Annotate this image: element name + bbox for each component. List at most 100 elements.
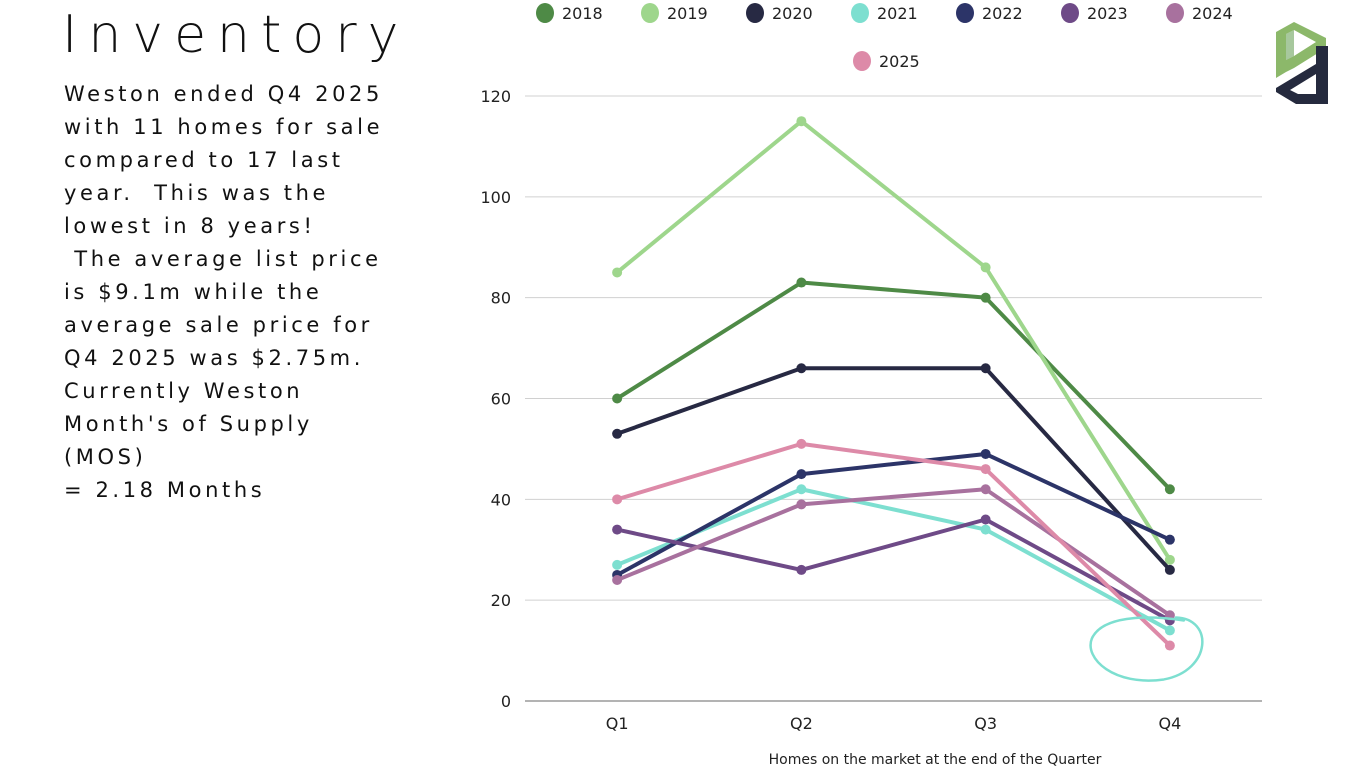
summary-line: year. This was the xyxy=(64,181,330,205)
legend-swatch xyxy=(641,3,659,23)
legend-item-2025[interactable]: 2025 xyxy=(853,51,920,71)
data-point xyxy=(612,494,623,505)
annotations xyxy=(1089,616,1204,682)
data-point xyxy=(980,363,991,374)
legend-label: 2019 xyxy=(667,4,708,23)
legend-item-2022[interactable]: 2022 xyxy=(956,3,1023,23)
legend-swatch xyxy=(851,3,869,23)
legend-item-2023[interactable]: 2023 xyxy=(1061,3,1128,23)
data-point xyxy=(612,267,623,278)
series-line xyxy=(615,280,1172,492)
data-point xyxy=(612,393,623,404)
legend-label: 2018 xyxy=(562,4,603,23)
data-point xyxy=(612,559,623,570)
legend-label: 2024 xyxy=(1192,4,1233,23)
series-line xyxy=(615,451,1172,577)
series-2019 xyxy=(612,116,1175,565)
summary-line: with 11 homes for sale xyxy=(64,115,384,139)
legend-item-2020[interactable]: 2020 xyxy=(746,3,813,23)
series-line xyxy=(615,487,1172,633)
legend-label: 2022 xyxy=(982,4,1023,23)
legend-item-2024[interactable]: 2024 xyxy=(1166,3,1233,23)
series-2025 xyxy=(612,438,1175,651)
legend-item-2018[interactable]: 2018 xyxy=(536,3,603,23)
data-point xyxy=(612,428,623,439)
x-tick-label: Q1 xyxy=(606,714,629,733)
legend-swatch xyxy=(1061,3,1079,23)
inventory-summary: Weston ended Q4 2025 with 11 homes for sa… xyxy=(64,78,434,507)
page-title: Inventory xyxy=(62,5,410,65)
data-point xyxy=(1164,640,1175,651)
legend-label: 2021 xyxy=(877,4,918,23)
data-point xyxy=(980,448,991,459)
summary-line: Q4 2025 was $2.75m. xyxy=(64,346,364,370)
legend-swatch xyxy=(1166,3,1184,23)
series-2022 xyxy=(612,448,1175,580)
highlight-ellipse xyxy=(1089,616,1204,682)
summary-line: Currently Weston xyxy=(64,379,304,403)
summary-line: The average list price xyxy=(64,247,382,271)
series-line xyxy=(615,487,1172,618)
data-point xyxy=(796,116,807,127)
y-tick-label: 100 xyxy=(480,188,511,207)
data-point xyxy=(796,277,807,288)
data-point xyxy=(980,262,991,273)
legend-swatch xyxy=(746,3,764,23)
y-tick-label: 40 xyxy=(491,490,511,509)
legend: 2018 2019 2020 2021 2022 2023 2024 2025 xyxy=(536,3,1233,71)
data-point xyxy=(1164,625,1175,636)
legend-swatch xyxy=(956,3,974,23)
series-line xyxy=(615,119,1172,562)
data-point xyxy=(980,524,991,535)
y-tick-label: 120 xyxy=(480,87,511,106)
y-tick-label: 60 xyxy=(491,390,511,409)
data-point xyxy=(796,438,807,449)
series-line xyxy=(615,366,1172,572)
summary-line: is $9.1m while the xyxy=(64,280,323,304)
x-axis-title: Homes on the market at the end of the Qu… xyxy=(769,752,1102,768)
legend-swatch xyxy=(536,3,554,23)
data-point xyxy=(612,575,623,585)
y-tick-label: 80 xyxy=(491,289,511,308)
summary-line: average sale price for xyxy=(64,313,373,337)
summary-line: Month's of Supply xyxy=(64,412,313,436)
legend-swatch xyxy=(853,51,871,71)
legend-label: 2025 xyxy=(879,52,920,71)
data-point xyxy=(796,469,807,480)
data-point xyxy=(1164,534,1175,545)
y-axis-ticks: 0 20 40 60 80 100 120 xyxy=(480,87,511,711)
series-line xyxy=(615,517,1172,623)
x-tick-label: Q2 xyxy=(790,714,813,733)
x-tick-label: Q4 xyxy=(1158,714,1181,733)
series-2018 xyxy=(612,277,1175,495)
x-axis-ticks: Q1 Q2 Q3 Q4 xyxy=(606,714,1182,733)
series-2020 xyxy=(612,363,1175,575)
legend-label: 2023 xyxy=(1087,4,1128,23)
data-point xyxy=(980,484,991,495)
data-point xyxy=(796,484,807,495)
data-point xyxy=(1164,564,1175,575)
series-2021 xyxy=(612,484,1175,636)
summary-line: compared to 17 last xyxy=(64,148,344,172)
summary-line: (MOS) xyxy=(64,445,147,469)
legend-item-2021[interactable]: 2021 xyxy=(851,3,918,23)
summary-line: Weston ended Q4 2025 xyxy=(64,82,383,106)
data-point xyxy=(796,499,807,510)
data-point xyxy=(1164,484,1175,495)
summary-line: = 2.18 Months xyxy=(64,478,266,502)
data-point xyxy=(1164,554,1175,565)
data-point xyxy=(612,524,623,535)
summary-line: lowest in 8 years! xyxy=(64,214,316,238)
legend-item-2019[interactable]: 2019 xyxy=(641,3,708,23)
y-tick-label: 20 xyxy=(491,591,511,610)
data-point xyxy=(796,363,807,374)
pd-logo-icon xyxy=(1272,18,1332,106)
series-line xyxy=(615,441,1172,648)
data-point xyxy=(980,292,991,303)
line-chart: 0 20 40 60 80 100 120 Q1 Q2 Q3 Q4 2018 2019 2020 202… xyxy=(480,3,1262,768)
data-point xyxy=(980,464,991,475)
x-tick-label: Q3 xyxy=(974,714,997,733)
y-tick-label: 0 xyxy=(501,692,511,711)
legend-label: 2020 xyxy=(772,4,813,23)
inventory-chart: 0 20 40 60 80 100 120 Q1 Q2 Q3 Q4 2018 2019 2020 202… xyxy=(440,0,1290,768)
